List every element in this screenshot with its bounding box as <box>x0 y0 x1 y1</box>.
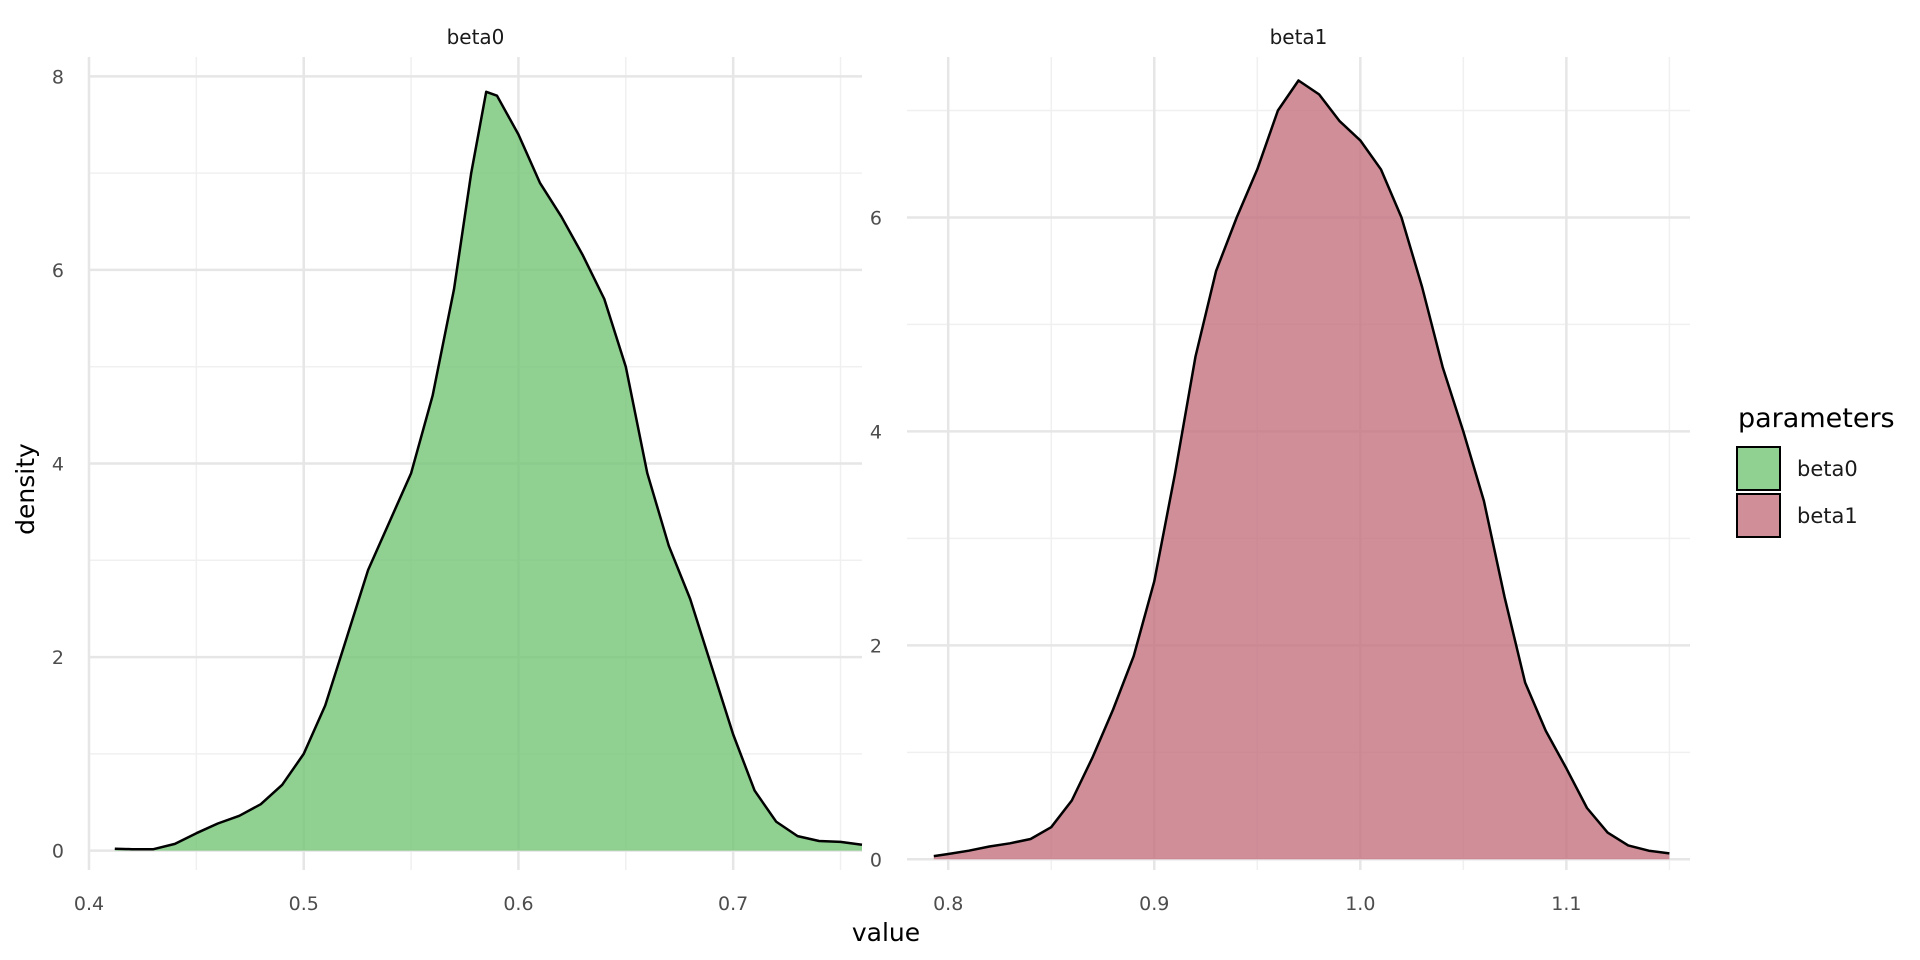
x-tick-label: 0.6 <box>503 893 533 915</box>
x-tick-label: 0.4 <box>74 893 104 915</box>
y-axis-title: density <box>11 443 40 535</box>
facet-panel-beta0: beta0 0.4 0.5 0.6 0.7 0 2 4 6 8 <box>52 25 863 915</box>
x-tick-label: 1.1 <box>1551 893 1581 915</box>
y-tick-label: 0 <box>870 849 882 871</box>
x-tick-label: 1.0 <box>1345 893 1375 915</box>
legend-title: parameters <box>1738 403 1895 434</box>
density-line-beta1 <box>933 79 1670 858</box>
legend-label-beta1: beta1 <box>1797 504 1858 528</box>
y-tick-label: 2 <box>870 635 882 657</box>
density-line-beta0 <box>114 90 863 851</box>
y-tick-label: 6 <box>52 260 64 282</box>
legend-label-beta0: beta0 <box>1797 457 1858 481</box>
density-area-beta0 <box>114 91 863 851</box>
density-area-beta1 <box>933 80 1670 860</box>
y-tick-label: 6 <box>870 207 882 229</box>
y-tick-label: 4 <box>52 454 64 476</box>
legend-key-beta1 <box>1736 493 1781 538</box>
legend-key-beta0 <box>1736 446 1781 491</box>
x-tick-label: 0.5 <box>289 893 319 915</box>
facet-strip-label: beta0 <box>447 25 505 49</box>
y-tick-label: 0 <box>52 841 64 863</box>
x-axis-title: value <box>852 918 920 947</box>
x-tick-label: 0.7 <box>718 893 748 915</box>
legend: parameters beta0 beta1 <box>1736 403 1895 538</box>
x-tick-label: 0.8 <box>933 893 963 915</box>
facet-strip-label: beta1 <box>1270 25 1328 49</box>
y-tick-label: 8 <box>52 66 64 88</box>
x-tick-label: 0.9 <box>1139 893 1169 915</box>
y-tick-label: 2 <box>52 647 64 669</box>
facet-panel-beta1: beta1 0.8 0.9 1.0 1.1 0 2 4 6 <box>870 25 1690 915</box>
y-tick-label: 4 <box>870 421 882 443</box>
